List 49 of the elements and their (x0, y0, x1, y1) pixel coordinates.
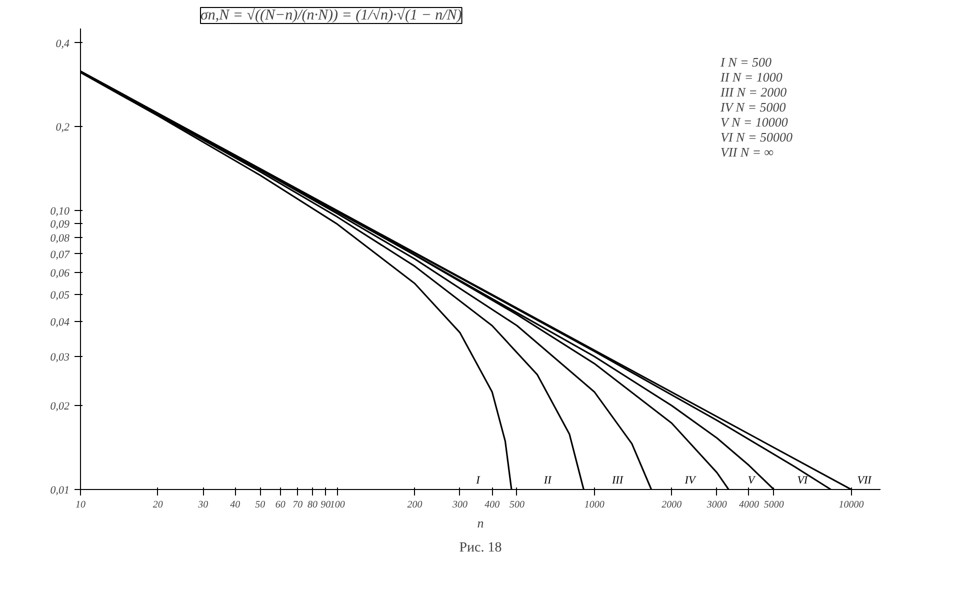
y-tick-label: 0,03 (50, 351, 70, 364)
x-tick-label: 100 (330, 500, 345, 510)
text: II (542, 474, 553, 486)
y-tick-label: 0,10 (50, 206, 70, 218)
x-tick-label: 70 (292, 500, 303, 510)
y-tick-label: 0,06 (50, 268, 70, 280)
annotation: IV N = 5000 (720, 100, 786, 114)
x-tick-label: 30 (197, 500, 208, 510)
annotation: I N = 500 (720, 54, 772, 70)
x-tick-label: 60 (275, 500, 286, 510)
y-tick-label: 0,02 (50, 400, 70, 413)
annotation: III N = 2000 (720, 84, 788, 100)
x-tick-label: 20 (152, 500, 163, 510)
x-tick-label: 400 (484, 500, 500, 510)
series-label: III (611, 474, 624, 486)
annotation: V N = 10000 (720, 114, 788, 130)
series-label: VII (857, 474, 873, 486)
x-tick-label: 3000 (706, 500, 727, 510)
x-tick-label: 2000 (662, 500, 682, 510)
annotation: VI N = 50000 (720, 130, 793, 144)
x-tick-label: 5000 (764, 500, 784, 510)
y-tick-label: 0,05 (50, 290, 70, 302)
x-tick-label: 50 (255, 500, 266, 510)
series-label: V (748, 474, 756, 486)
x-tick-label: 500 (509, 500, 524, 510)
x-tick-label: 40 (230, 500, 240, 510)
series-label: IV (684, 474, 696, 486)
annotation: VII N = ∞ (720, 144, 774, 160)
text: I (475, 474, 482, 486)
x-tick-label: 10 (76, 500, 86, 510)
x-tick-label: 10000 (838, 500, 864, 510)
text: Рис. 18 (459, 540, 502, 556)
y-tick-label: 0,04 (50, 316, 70, 329)
x-tick-label: 4000 (738, 500, 759, 510)
x-tick-label: 300 (451, 500, 468, 510)
y-tick-label: 0,07 (50, 248, 70, 261)
x-tick-label: 90 (320, 500, 331, 510)
annotation: II N = 1000 (720, 70, 783, 84)
x-tick-label: 200 (407, 500, 422, 510)
y-tick-label: 0,08 (50, 232, 70, 245)
chart-title: σn,N = √((N−n)/(n·N)) = (1/√n)·√(1 − n/N) (200, 8, 462, 24)
x-axis-title: n (477, 516, 484, 530)
y-tick-label: 0,2 (56, 122, 70, 134)
x-tick-label: 80 (308, 500, 318, 510)
series-label: VI (797, 474, 809, 486)
y-tick-label: 0,4 (56, 38, 70, 50)
y-tick-label: 0,01 (50, 484, 70, 496)
x-tick-label: 1000 (584, 500, 604, 510)
y-tick-label: 0,09 (50, 218, 70, 230)
